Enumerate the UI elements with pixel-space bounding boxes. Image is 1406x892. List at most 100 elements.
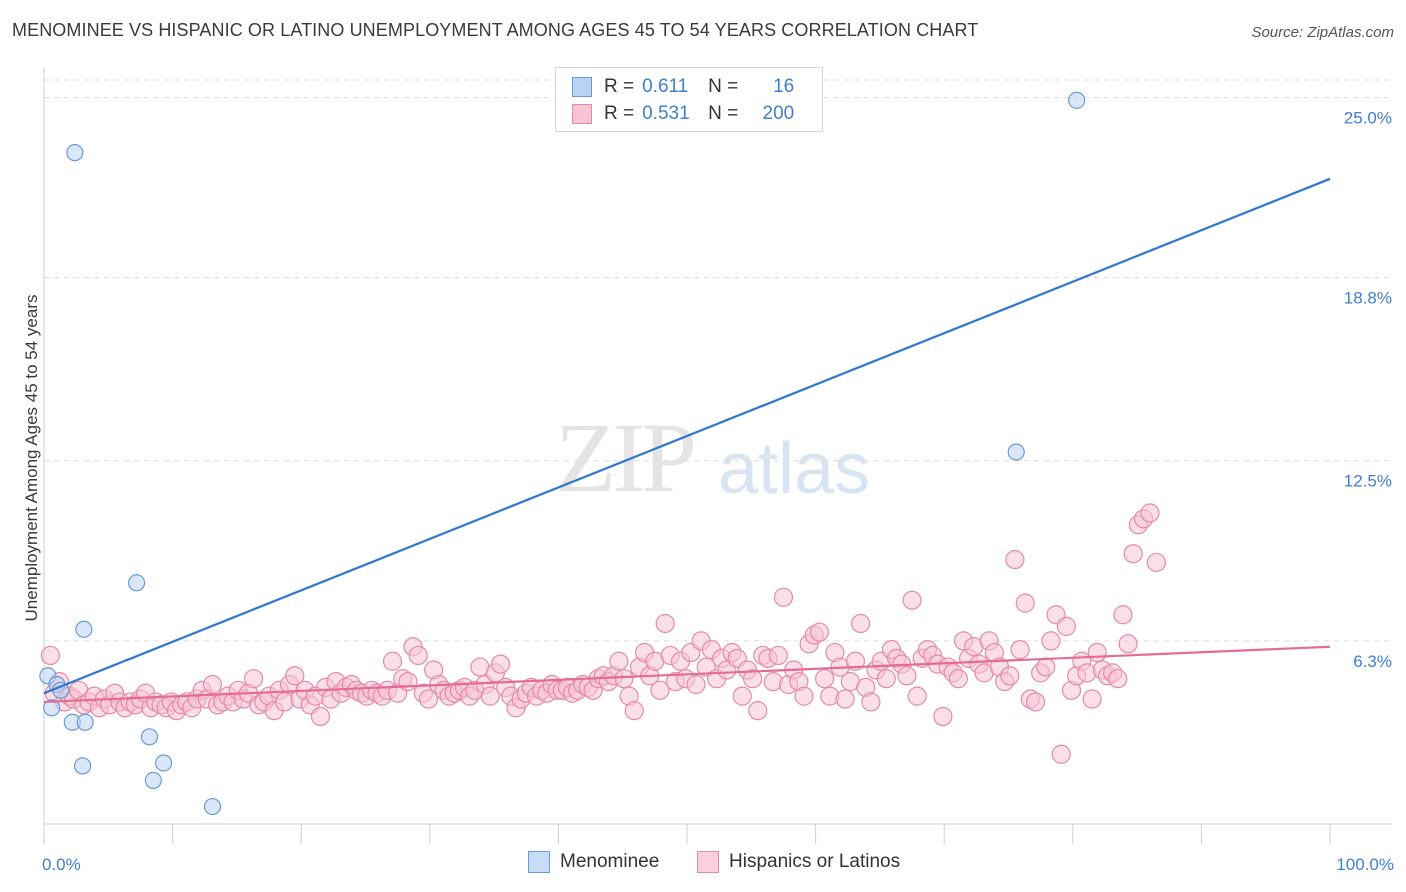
hispanic-point (614, 669, 634, 689)
hispanic-point (1051, 744, 1071, 764)
hispanic-point (1108, 669, 1128, 689)
legend-swatch-hispanic (572, 104, 592, 124)
watermark-atlas: atlas (718, 429, 871, 509)
source-label: Source: ZipAtlas.com (1251, 24, 1394, 41)
series-label-hispanic: Hispanics or Latinos (729, 851, 901, 872)
hispanic-point (398, 671, 418, 692)
legend-r-label: R = (604, 76, 635, 97)
y-tick-label: 6.3% (1353, 652, 1392, 671)
hispanic-point (624, 701, 644, 721)
hispanic-point (794, 686, 814, 706)
hispanic-point (742, 669, 763, 689)
menominee-points (39, 91, 1086, 816)
y-tick-labels: 6.3% 12.5% 18.8% 25.0% (1344, 108, 1392, 670)
hispanic-point (40, 645, 61, 666)
legend-n-label: N = (708, 103, 739, 124)
hispanic-point (1113, 605, 1133, 625)
watermark-zip: ZIP (555, 402, 697, 513)
hispanic-point (1123, 544, 1143, 564)
hispanic-point (773, 587, 794, 607)
hispanic-point (1005, 549, 1025, 570)
y-tick-label: 12.5% (1344, 472, 1392, 491)
legend-swatch-menominee (572, 77, 592, 97)
hispanic-point (768, 645, 788, 666)
axes (43, 68, 1392, 844)
hispanic-point (1118, 634, 1138, 654)
hispanic-point (418, 689, 439, 709)
hispanic-trend-line (43, 645, 1331, 704)
hispanic-point (732, 686, 752, 706)
series-legend-menominee[interactable]: Menominee (528, 851, 659, 873)
hispanic-point (655, 613, 675, 634)
legend-row-hispanic: R = 0.531 N = 200 (572, 102, 794, 126)
correlation-legend: R = 0.611 N = 16 R = 0.531 N = 200 (555, 67, 823, 132)
legend-row-menominee: R = 0.611 N = 16 (572, 75, 794, 99)
menominee-point (73, 757, 92, 775)
menominee-point (43, 699, 61, 717)
hispanic-point (1146, 552, 1166, 573)
hispanic-point (408, 645, 428, 666)
menominee-point (140, 728, 159, 746)
legend-r-value: 0.611 (642, 76, 689, 97)
hispanic-point (1082, 689, 1102, 709)
series-label-menominee: Menominee (560, 851, 660, 872)
hispanic-point (686, 674, 706, 695)
hispanic-point (1056, 616, 1076, 636)
hispanic-point (948, 669, 968, 689)
menominee-trend-line (43, 177, 1331, 695)
hispanic-point (310, 706, 331, 727)
hispanic-point (650, 680, 670, 700)
x-tick-label-min: 0.0% (42, 855, 81, 874)
hispanic-point (202, 674, 223, 695)
hispanic-point (1036, 657, 1056, 677)
hispanic-point (1015, 593, 1035, 613)
hispanic-point (1041, 631, 1061, 651)
y-tick-label: 25.0% (1344, 108, 1392, 127)
hispanic-point (609, 651, 629, 671)
menominee-point (1007, 443, 1025, 461)
hispanic-point (1025, 692, 1046, 712)
x-tick-label-max: 100.0% (1336, 855, 1394, 874)
legend-r-label: R = (604, 103, 635, 124)
series-legend: Menominee Hispanics or Latinos (0, 851, 1406, 877)
hispanic-point (1087, 642, 1107, 663)
hispanic-point (861, 692, 881, 712)
hispanic-point (902, 590, 922, 610)
hispanic-point (490, 654, 511, 674)
hispanic-point (897, 666, 917, 686)
menominee-point (154, 754, 173, 772)
hispanic-point (809, 622, 830, 642)
menominee-point (75, 620, 93, 638)
hispanic-point (285, 666, 305, 686)
hispanic-point (244, 669, 264, 689)
hispanic-point (845, 651, 866, 671)
menominee-point (127, 574, 146, 592)
hispanic-point (1000, 666, 1020, 686)
menominee-point (76, 713, 94, 731)
hispanic-point (1010, 640, 1030, 660)
hispanic-point (933, 706, 953, 727)
series-swatch-menominee (528, 851, 550, 873)
series-legend-hispanic[interactable]: Hispanics or Latinos (697, 851, 900, 873)
legend-r-value: 0.531 (642, 103, 690, 124)
hispanic-point (851, 613, 871, 634)
hispanic-point (876, 669, 896, 689)
trend-lines (43, 177, 1331, 704)
gridlines (44, 79, 1392, 642)
menominee-point (144, 771, 162, 790)
hispanic-point (1140, 503, 1160, 523)
hispanic-point (480, 686, 500, 706)
legend-n-label: N = (708, 76, 739, 97)
hispanic-point (382, 651, 403, 671)
series-swatch-hispanic (697, 851, 719, 873)
menominee-point (203, 797, 222, 816)
menominee-point (66, 144, 84, 162)
chart-title: MENOMINEE VS HISPANIC OR LATINO UNEMPLOY… (12, 20, 979, 40)
y-tick-label: 18.8% (1344, 289, 1392, 308)
hispanic-points (40, 503, 1166, 764)
hispanic-point (907, 686, 927, 706)
legend-n-value: 200 (762, 103, 795, 124)
menominee-point (1068, 91, 1086, 109)
legend-n-value: 16 (773, 76, 795, 97)
